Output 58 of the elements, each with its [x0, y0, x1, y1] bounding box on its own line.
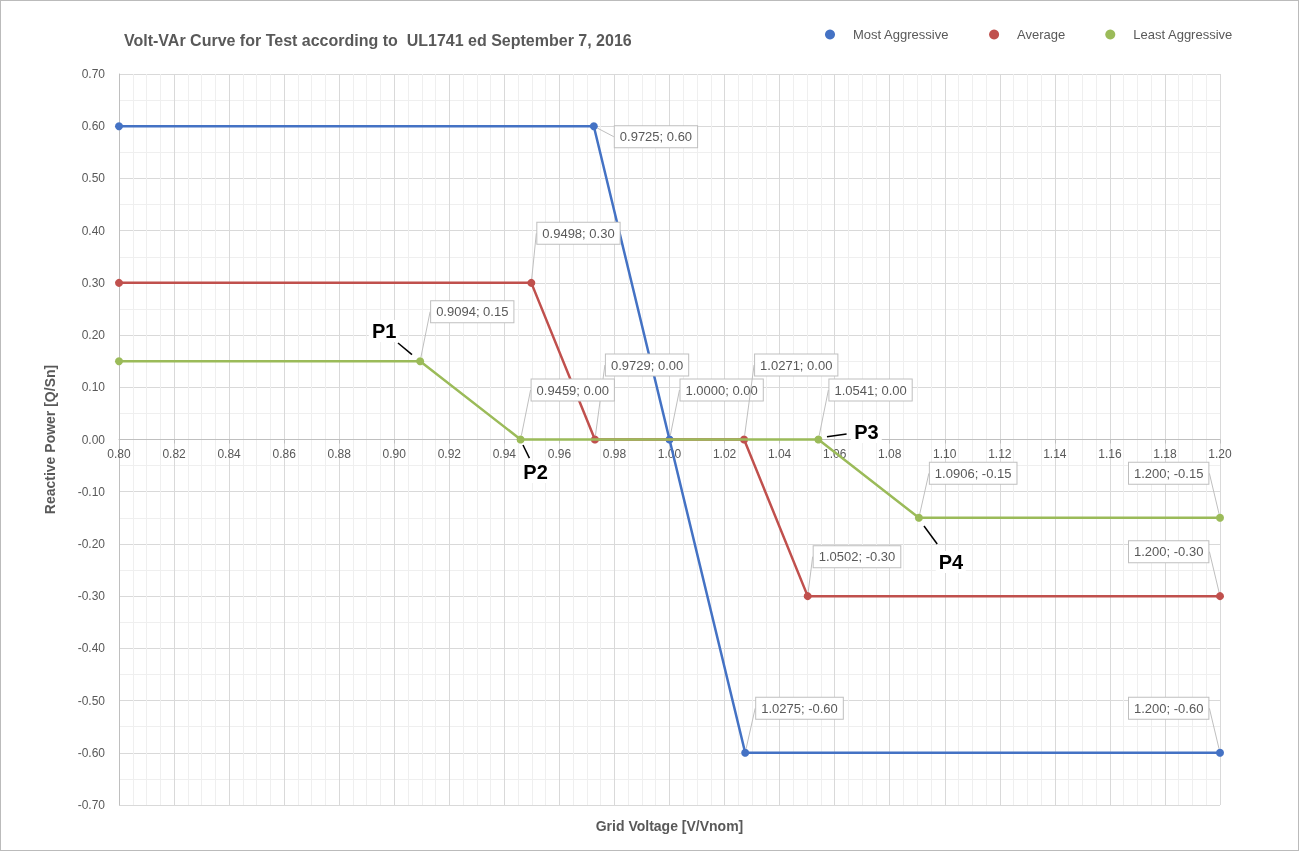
- y-tick-label: -0.50: [77, 693, 106, 708]
- y-tick-label: 0.00: [81, 432, 106, 447]
- x-tick-label: 0.98: [602, 446, 627, 461]
- x-tick-label: 1.10: [933, 446, 957, 461]
- data-label: 0.9459; 0.00: [536, 382, 609, 398]
- y-tick-label: 0.40: [81, 223, 106, 238]
- x-tick-label: 1.18: [1153, 446, 1177, 461]
- data-label: 1.200; -0.30: [1134, 544, 1204, 560]
- data-label: 0.9729; 0.00: [610, 357, 684, 373]
- legend-label: Least Aggressive: [1133, 27, 1233, 42]
- y-tick-label: 0.60: [81, 119, 106, 134]
- y-tick-label: -0.70: [77, 798, 106, 812]
- data-label: 1.0271; 0.00: [760, 357, 833, 373]
- x-tick-label: 1.20: [1208, 446, 1232, 461]
- annotation: P4: [935, 550, 967, 573]
- x-tick-label: 0.96: [547, 446, 572, 461]
- chart-title: Volt-VAr Curve for Test according to UL1741 ed September 7, 2016: [124, 31, 632, 49]
- data-label: 1.0502; -0.30: [818, 549, 896, 565]
- annotation: P1: [368, 320, 400, 343]
- x-tick-label: 1.16: [1098, 446, 1122, 461]
- data-label: 0.9094; 0.15: [436, 304, 509, 320]
- x-tick-label: 0.84: [217, 446, 242, 461]
- data-label: 1.0000; 0.00: [685, 382, 758, 398]
- y-tick-label: 0.50: [81, 171, 106, 186]
- x-tick-label: 1.12: [988, 446, 1012, 461]
- data-label: 1.0541; 0.00: [834, 382, 907, 398]
- data-label: 1.0906; -0.15: [934, 465, 1012, 481]
- y-tick-label: 0.10: [81, 380, 106, 395]
- x-tick-label: 1.08: [878, 446, 902, 461]
- annotation: P2: [520, 460, 551, 483]
- data-label: 0.9725; 0.60: [619, 129, 693, 145]
- y-tick-label: -0.40: [77, 641, 106, 656]
- x-tick-label: 0.92: [437, 446, 462, 461]
- y-tick-label: 0.30: [81, 275, 106, 290]
- y-tick-label: -0.30: [77, 589, 106, 604]
- legend-label: Most Aggressive: [853, 27, 949, 42]
- data-label: 1.200; -0.60: [1134, 700, 1204, 716]
- y-tick-label: 0.20: [81, 328, 106, 343]
- data-label: 0.9498; 0.30: [542, 225, 615, 241]
- y-tick-label: 0.70: [81, 67, 106, 81]
- x-tick-label: 1.04: [767, 446, 792, 461]
- y-tick-label: -0.60: [77, 745, 106, 760]
- x-axis-title: Grid Voltage [V/Vnom]: [595, 818, 744, 834]
- y-tick-label: -0.20: [77, 536, 106, 551]
- data-label: 1.200; -0.15: [1134, 465, 1204, 481]
- x-tick-label: 1.14: [1043, 446, 1067, 461]
- legend-label: Average: [1017, 27, 1066, 42]
- annotation: P3: [851, 420, 882, 443]
- x-tick-label: 0.94: [492, 446, 517, 461]
- x-tick-label: 0.90: [382, 446, 407, 461]
- x-tick-label: 0.82: [162, 446, 187, 461]
- y-axis-title: Reactive Power [Q/Sn]: [42, 364, 58, 515]
- x-tick-label: 0.86: [272, 446, 297, 461]
- x-tick-label: 0.88: [327, 446, 352, 461]
- x-tick-label: 1.02: [712, 446, 737, 461]
- x-tick-label: 0.80: [107, 446, 131, 461]
- data-label: 1.0275; -0.60: [761, 700, 838, 716]
- y-tick-label: -0.10: [77, 484, 106, 499]
